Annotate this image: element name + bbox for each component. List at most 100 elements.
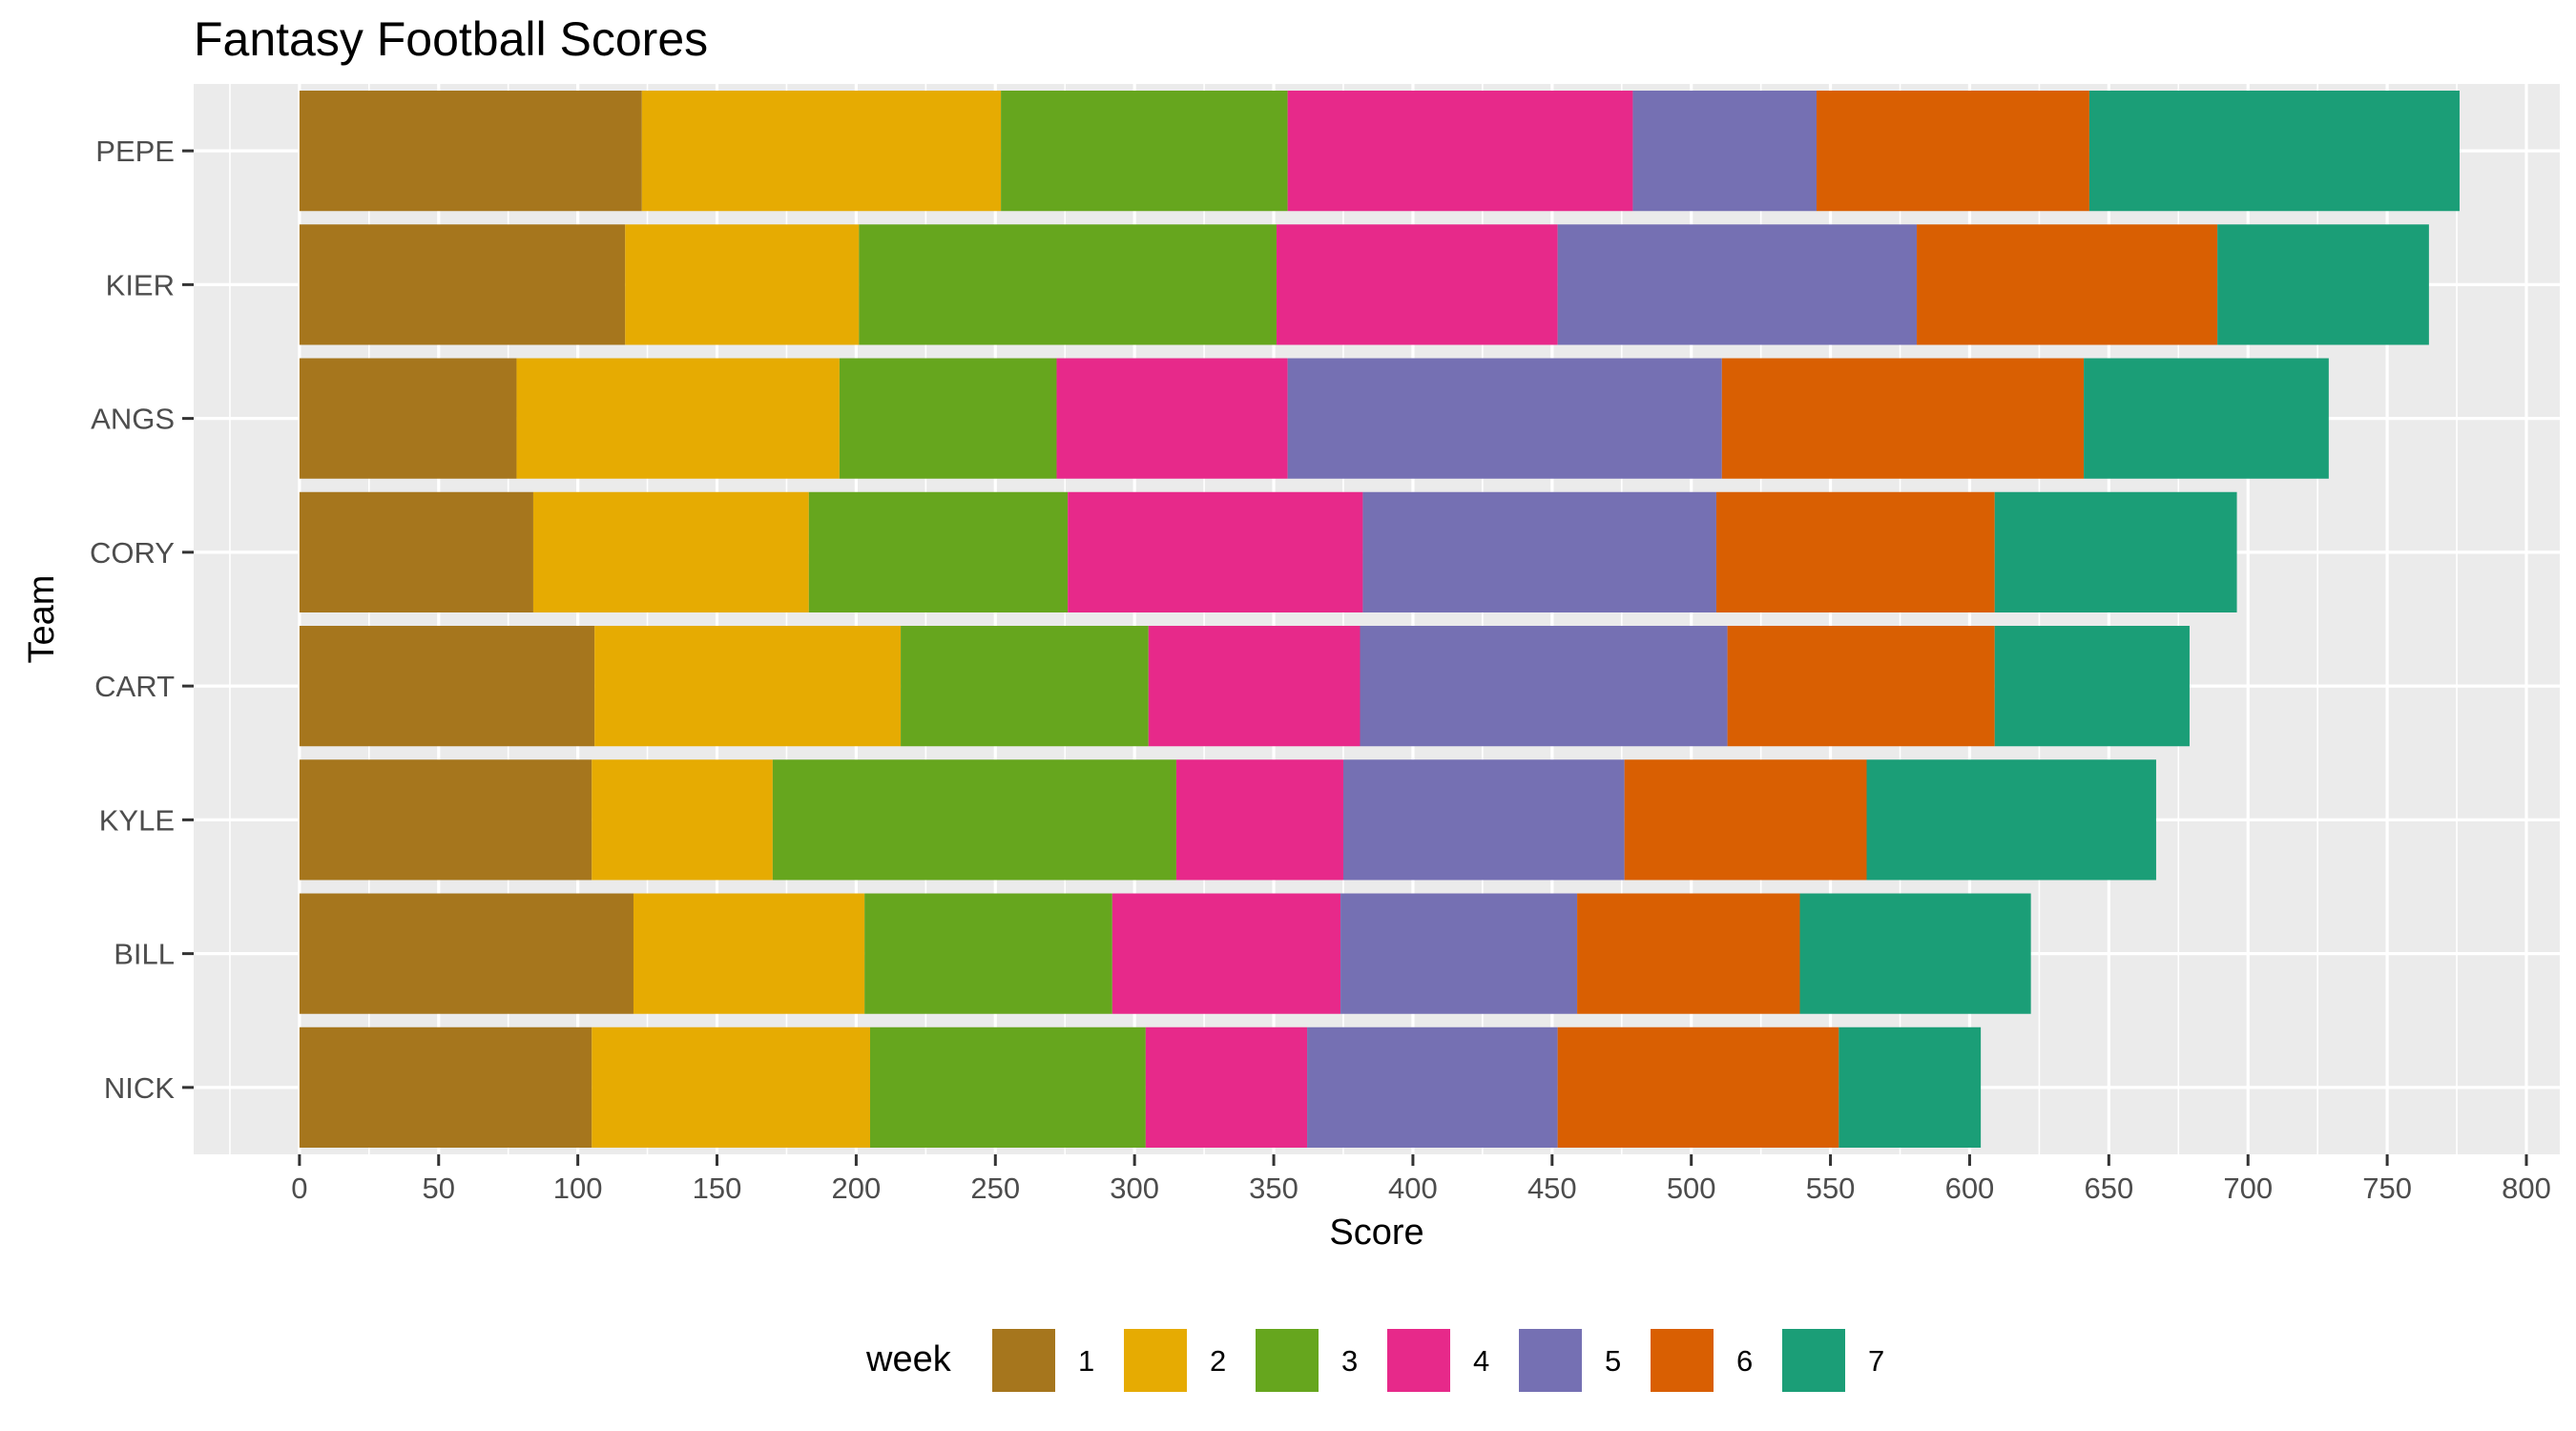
bar-kier-week-2: [625, 224, 860, 345]
bar-cart-week-7: [1994, 626, 2190, 747]
bar-pepe-week-6: [1816, 91, 2089, 212]
bar-kyle-week-1: [299, 759, 592, 881]
bar-pepe-week-1: [299, 91, 642, 212]
x-tick-label: 800: [2502, 1172, 2551, 1205]
x-axis: 0 50 100 150 200 250 300 350 400 450 500 550 600 650 7…: [291, 1154, 2551, 1205]
x-axis-title: Score: [1329, 1213, 1423, 1253]
bar-kyle-week-3: [772, 759, 1176, 881]
x-tick-label: 150: [693, 1172, 742, 1205]
legend-label-week-5: 5: [1605, 1344, 1621, 1378]
bar-cart-week-1: [299, 626, 595, 747]
bar-nick-week-6: [1557, 1027, 1839, 1148]
bar-kier-week-7: [2217, 224, 2429, 345]
bar-nick-week-2: [592, 1027, 870, 1148]
bar-kyle-week-7: [1866, 759, 2156, 881]
bar-cory-week-5: [1362, 491, 1716, 612]
bar-angs-week-2: [516, 358, 840, 479]
x-tick-label: 50: [423, 1172, 455, 1205]
bar-cory-week-6: [1715, 491, 1995, 612]
legend-key-week-4: [1387, 1329, 1450, 1392]
bar-kyle-week-2: [592, 759, 773, 881]
x-tick-label: 400: [1388, 1172, 1438, 1205]
bar-cart-week-3: [901, 626, 1149, 747]
bar-angs-week-3: [839, 358, 1057, 479]
bar-angs-week-5: [1287, 358, 1722, 479]
y-tick-label: BILL: [114, 938, 175, 971]
bar-kier-week-3: [859, 224, 1277, 345]
x-tick-label: 100: [553, 1172, 603, 1205]
legend-key-week-3: [1256, 1329, 1319, 1392]
bar-kier-week-6: [1917, 224, 2218, 345]
bar-nick-week-4: [1145, 1027, 1308, 1148]
x-tick-label: 550: [1806, 1172, 1856, 1205]
bar-kyle-week-5: [1342, 759, 1625, 881]
bar-bill-week-7: [1799, 893, 2031, 1014]
bar-cory-week-1: [299, 491, 533, 612]
bar-cory-week-4: [1068, 491, 1363, 612]
bar-angs-week-6: [1721, 358, 2085, 479]
bar-bill-week-4: [1111, 893, 1341, 1014]
legend-label-week-4: 4: [1473, 1344, 1489, 1378]
x-tick-label: 250: [970, 1172, 1020, 1205]
legend-label-week-2: 2: [1210, 1344, 1226, 1378]
bar-kier-week-1: [299, 224, 626, 345]
y-tick-label: CART: [94, 670, 175, 703]
bar-angs-week-1: [299, 358, 517, 479]
bar-pepe-week-5: [1632, 91, 1817, 212]
bar-pepe-week-2: [641, 91, 1002, 212]
bar-bill-week-6: [1577, 893, 1800, 1014]
x-tick-label: 350: [1249, 1172, 1298, 1205]
y-tick-label: KIER: [106, 268, 175, 301]
bar-pepe-week-7: [2088, 91, 2460, 212]
bar-nick-week-1: [299, 1027, 592, 1148]
bar-kyle-week-6: [1624, 759, 1867, 881]
bar-pepe-week-3: [1001, 91, 1288, 212]
legend: week 1 2 3 4 5 6 7: [865, 1329, 1884, 1392]
legend-title: week: [865, 1339, 952, 1379]
bar-nick-week-5: [1307, 1027, 1558, 1148]
bar-kyle-week-4: [1175, 759, 1343, 881]
bar-cory-week-3: [808, 491, 1069, 612]
y-axis: PEPE KIER ANGS CORY CART KYLE BILL NICK: [90, 135, 194, 1105]
y-tick-label: PEPE: [95, 135, 175, 168]
legend-key-week-2: [1124, 1329, 1187, 1392]
bar-cart-week-5: [1360, 626, 1728, 747]
bar-cart-week-6: [1727, 626, 1995, 747]
bar-bill-week-5: [1340, 893, 1578, 1014]
bars-group: [299, 91, 2460, 1148]
x-tick-label: 300: [1110, 1172, 1159, 1205]
legend-key-week-1: [992, 1329, 1055, 1392]
bar-bill-week-1: [299, 893, 634, 1014]
bar-bill-week-2: [633, 893, 865, 1014]
bar-cart-week-4: [1148, 626, 1361, 747]
bar-angs-week-4: [1056, 358, 1288, 479]
bar-cory-week-2: [532, 491, 809, 612]
x-tick-label: 750: [2362, 1172, 2412, 1205]
legend-label-week-7: 7: [1868, 1344, 1884, 1378]
y-axis-title: Team: [22, 575, 62, 664]
x-tick-label: 200: [832, 1172, 882, 1205]
bar-nick-week-3: [869, 1027, 1146, 1148]
x-tick-label: 450: [1527, 1172, 1577, 1205]
chart-title: Fantasy Football Scores: [194, 12, 708, 66]
legend-key-week-5: [1519, 1329, 1582, 1392]
bar-cory-week-7: [1994, 491, 2237, 612]
x-tick-label: 700: [2223, 1172, 2273, 1205]
bar-kier-week-5: [1557, 224, 1918, 345]
legend-key-week-7: [1782, 1329, 1845, 1392]
legend-label-week-6: 6: [1736, 1344, 1753, 1378]
bar-cart-week-2: [594, 626, 902, 747]
bar-angs-week-7: [2084, 358, 2329, 479]
x-tick-label: 500: [1667, 1172, 1716, 1205]
legend-label-week-1: 1: [1078, 1344, 1094, 1378]
y-tick-label: ANGS: [91, 403, 175, 436]
legend-label-week-3: 3: [1341, 1344, 1358, 1378]
x-tick-label: 0: [291, 1172, 307, 1205]
y-tick-label: NICK: [104, 1071, 175, 1105]
bar-pepe-week-4: [1287, 91, 1633, 212]
y-tick-label: CORY: [90, 536, 175, 570]
bar-kier-week-4: [1276, 224, 1558, 345]
y-tick-label: KYLE: [99, 803, 175, 837]
bar-nick-week-7: [1839, 1027, 1982, 1148]
legend-key-week-6: [1651, 1329, 1714, 1392]
